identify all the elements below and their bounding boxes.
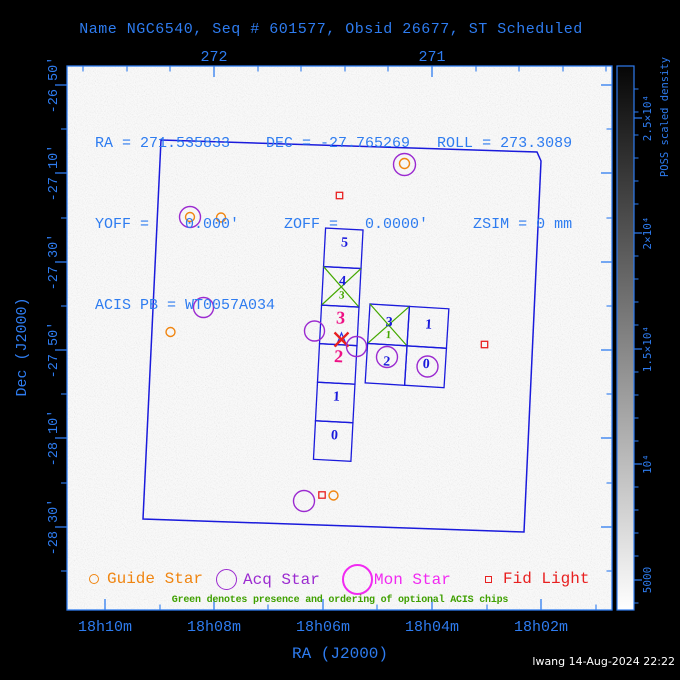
acis-s-chip-label: 0 bbox=[331, 428, 339, 443]
legend-guide-star: Guide Star bbox=[89, 570, 203, 588]
left-tick-label: -27 50' bbox=[47, 322, 62, 379]
legend-acq-star-label: Acq Star bbox=[243, 570, 320, 589]
colorbar-tick-label: 2×10⁴ bbox=[641, 216, 654, 249]
acis-s-chip-label: 1 bbox=[333, 390, 341, 405]
acis-i-chip-0 bbox=[403, 345, 448, 389]
pointing-line-offsets: YOFF = 0.000' ZOFF = 0.0000' ZSIM = 0 mm bbox=[95, 216, 573, 233]
fid-light-marker bbox=[318, 491, 326, 499]
pointing-line-acispb: ACIS PB = WT0057A034 bbox=[95, 297, 276, 314]
acis-s-chip-0 bbox=[312, 420, 354, 462]
acis-optional-chips-note: Green denotes presence and ordering of o… bbox=[171, 595, 509, 606]
acq-star-icon bbox=[216, 569, 237, 590]
colorbar-gradient bbox=[616, 65, 635, 611]
left-tick-label: -28 10' bbox=[47, 410, 62, 467]
left-tick-label: -28 30' bbox=[47, 499, 62, 556]
top-tick-label: 271 bbox=[418, 49, 445, 66]
acis-s-chip-label: 2 bbox=[334, 346, 344, 366]
bottom-tick-label: 18h06m bbox=[296, 619, 350, 636]
acis-s-chip-label: 4 bbox=[339, 274, 347, 289]
acis-i-chip-label: 2 bbox=[383, 354, 391, 369]
acq-star-marker bbox=[416, 355, 439, 378]
legend-acq-star: Acq Star bbox=[216, 569, 320, 590]
left-tick-label: -27 30' bbox=[47, 234, 62, 291]
legend-guide-star-label: Guide Star bbox=[107, 570, 204, 588]
acq-star-marker bbox=[178, 205, 202, 229]
legend-mon-star: Mon Star bbox=[342, 564, 451, 595]
mon-star-icon bbox=[342, 564, 373, 595]
acq-star-marker bbox=[292, 489, 316, 513]
optional-order-label: 3 bbox=[339, 289, 346, 301]
fid-light-marker bbox=[480, 340, 489, 349]
acis-i-chip-label: 3 bbox=[385, 315, 393, 330]
acq-star-marker bbox=[345, 335, 368, 358]
left-tick-label: -26 50' bbox=[47, 57, 62, 114]
colorbar-tick-label: 5000 bbox=[641, 567, 654, 594]
bottom-tick-label: 18h02m bbox=[514, 619, 568, 636]
acis-i-chip-label: 1 bbox=[425, 317, 433, 332]
pointing-line-radecroll: RA = 271.535833 DEC = -27.765269 ROLL = … bbox=[95, 135, 573, 152]
guide-star-marker bbox=[215, 212, 227, 223]
acis-i-chip-label: 0 bbox=[422, 357, 430, 372]
pointing-info: RA = 271.535833 DEC = -27.765269 ROLL = … bbox=[95, 76, 572, 373]
acq-star-marker bbox=[392, 152, 417, 177]
fov-outline bbox=[142, 139, 542, 533]
bottom-tick-label: 18h10m bbox=[78, 619, 132, 636]
colorbar-tick-label: 2.5×10⁴ bbox=[641, 95, 654, 141]
left-tick-label: -27 10' bbox=[47, 145, 62, 202]
legend-fid-light: Fid Light bbox=[485, 570, 589, 588]
optional-chip-x bbox=[367, 305, 410, 344]
x-axis-title: RA (J2000) bbox=[291, 645, 388, 663]
optional-chip-x bbox=[321, 268, 362, 306]
top-tick-label: 272 bbox=[200, 49, 227, 66]
guide-star-marker bbox=[328, 490, 339, 501]
acq-star-marker bbox=[303, 320, 326, 342]
guide-star-marker bbox=[184, 211, 196, 223]
timestamp: lwang 14-Aug-2024 22:22 bbox=[532, 655, 675, 668]
page-title: Name NGC6540, Seq # 601577, Obsid 26677,… bbox=[79, 21, 583, 38]
guide-star-marker bbox=[165, 326, 176, 338]
guide-star-marker bbox=[398, 157, 411, 170]
fid-light-marker bbox=[335, 191, 344, 200]
aimpoint-x bbox=[333, 331, 350, 348]
optional-order-label: 1 bbox=[385, 329, 391, 341]
acis-s-chip-label: 3 bbox=[336, 307, 346, 327]
plot-border bbox=[66, 65, 613, 611]
guide-star-icon bbox=[89, 574, 99, 584]
fid-light-icon bbox=[485, 575, 492, 583]
bottom-tick-label: 18h08m bbox=[187, 619, 241, 636]
colorbar-tick-label: 10⁴ bbox=[641, 454, 654, 474]
colorbar-tick-label: 1.5×10⁴ bbox=[641, 326, 654, 372]
colorbar-title: POSS scaled density bbox=[659, 57, 671, 177]
legend-fid-light-label: Fid Light bbox=[503, 570, 590, 588]
acq-star-marker bbox=[192, 296, 215, 319]
acis-s-chip-label: 5 bbox=[341, 235, 349, 250]
y-axis-title: Dec (J2000) bbox=[14, 297, 31, 397]
bottom-tick-label: 18h04m bbox=[405, 619, 459, 636]
acq-star-marker bbox=[375, 345, 399, 369]
legend-mon-star-label: Mon Star bbox=[374, 570, 451, 589]
